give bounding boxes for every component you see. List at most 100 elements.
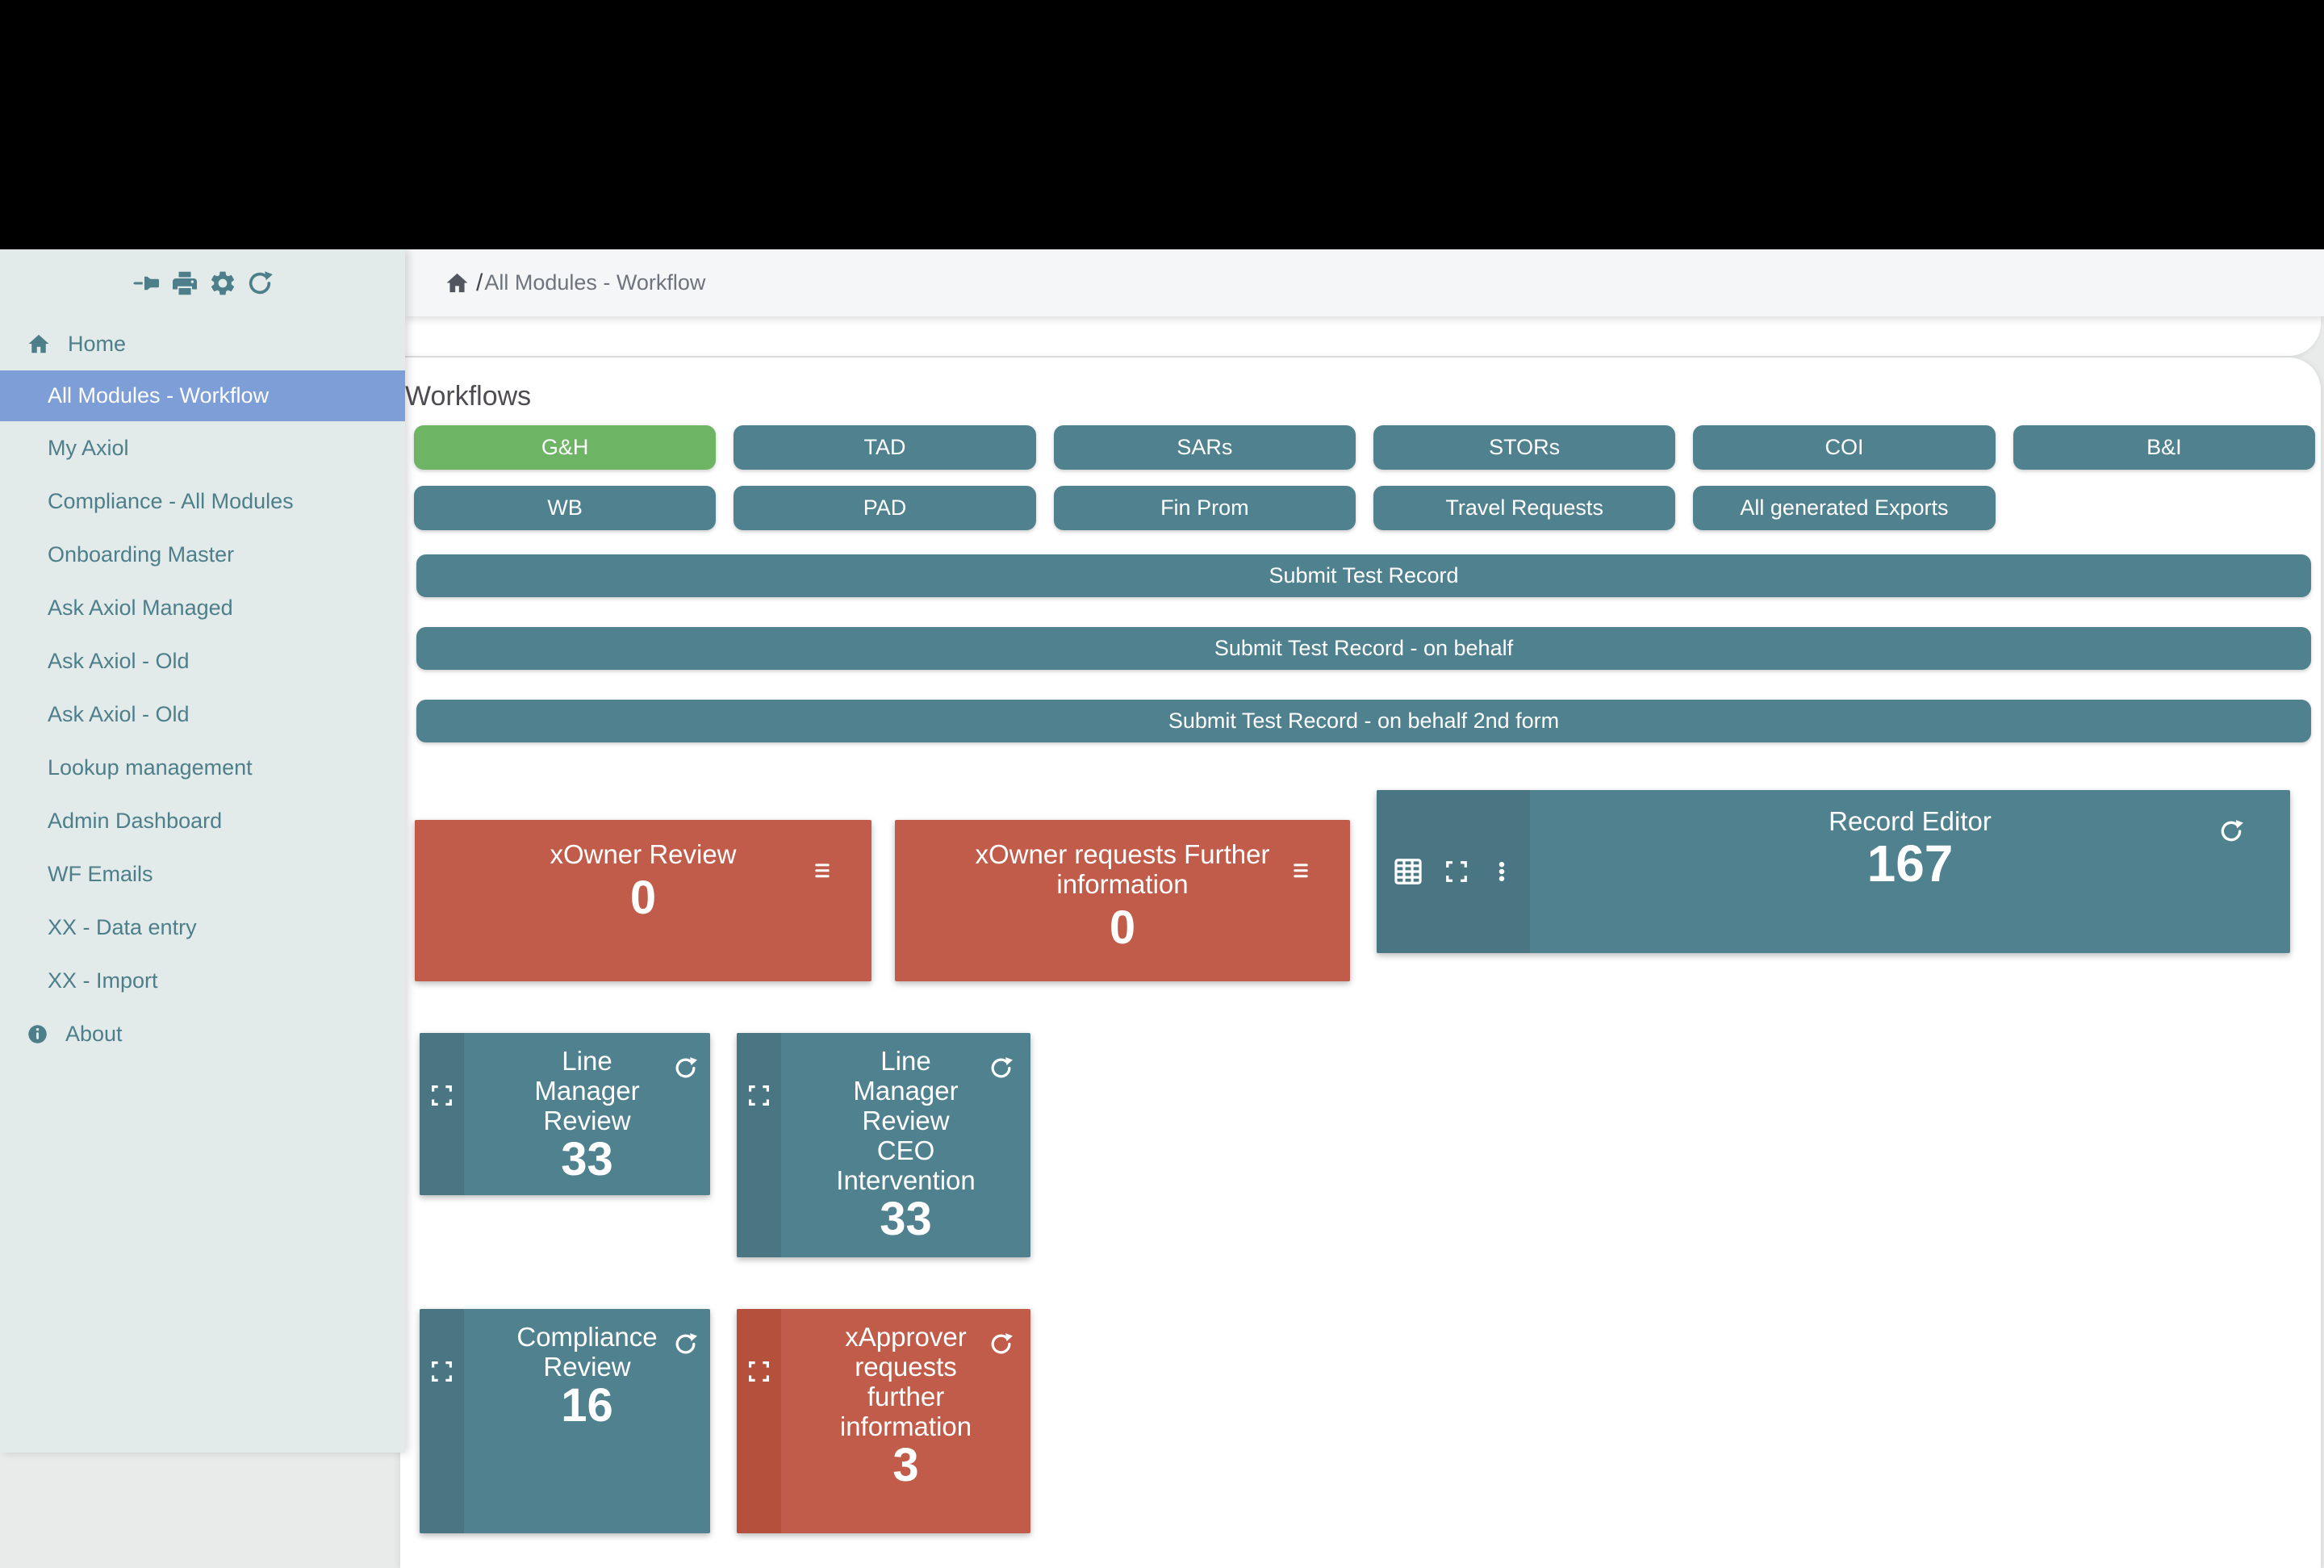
refresh-button[interactable] [246,270,274,297]
sidebar-nav: Home All Modules - Workflow My Axiol Com… [0,317,405,1060]
page-title: Workflows [405,380,532,412]
pin-icon [132,269,161,298]
tile-body: Line Manager Review CEO Intervention 33 [781,1033,1030,1257]
menu-icon[interactable] [1290,862,1311,882]
refresh-icon[interactable] [989,1332,1014,1359]
module-button-gh[interactable]: G&H [414,425,717,470]
home-icon [27,332,51,356]
tile-count: 0 [629,872,657,924]
module-button-coi[interactable]: COI [1693,425,1996,470]
tile-title: xApprover requests further information [839,1322,972,1441]
tile-compliance-review[interactable]: Compliance Review 16 [420,1309,710,1533]
module-button-fin-prom[interactable]: Fin Prom [1053,486,1356,530]
sidebar-item-ask-axiol-old-1[interactable]: Ask Axiol - Old [0,634,405,688]
tile-icon-strip [737,1309,781,1533]
tile-line-manager-review[interactable]: Line Manager Review 33 [420,1033,710,1195]
gear-icon [208,269,237,298]
tile-title: xOwner Review [550,839,737,869]
tile-xowner-review[interactable]: xOwner Review 0 [415,820,872,981]
tile-count: 33 [561,1133,613,1185]
fullscreen-icon[interactable] [1444,859,1469,884]
tile-title: xOwner requests Further information [975,839,1270,899]
submit-test-record-button[interactable]: Submit Test Record [416,554,2311,597]
tile-title: Line Manager Review [534,1046,640,1135]
settings-button[interactable] [208,269,237,298]
refresh-icon[interactable] [673,1332,698,1359]
sidebar-item-xx-import[interactable]: XX - Import [0,954,405,1007]
tile-xapprover-requests-further-information[interactable]: xApprover requests further information 3 [737,1309,1030,1533]
refresh-icon[interactable] [673,1056,698,1083]
fullscreen-icon[interactable] [430,1084,454,1107]
sidebar-item-label: All Modules - Workflow [48,383,270,408]
tile-count: 0 [1109,901,1136,954]
sidebar-item-admin-dashboard[interactable]: Admin Dashboard [0,794,405,847]
tile-body: Line Manager Review 33 [464,1033,710,1195]
module-button-bi[interactable]: B&I [2013,425,2315,470]
module-button-all-generated-exports[interactable]: All generated Exports [1693,486,1996,530]
tile-count: 16 [561,1379,613,1432]
breadcrumb-home-icon[interactable] [445,270,470,295]
fullscreen-icon[interactable] [747,1360,771,1383]
tile-icon-strip [420,1309,464,1533]
sidebar-item-label: Ask Axiol Managed [48,595,233,620]
toolbar-strip [400,316,2321,356]
sidebar-item-label: Onboarding Master [48,541,235,567]
module-button-travel-requests[interactable]: Travel Requests [1373,486,1676,530]
printer-icon [170,269,199,298]
module-button-stors[interactable]: STORs [1373,425,1676,470]
sidebar-item-xx-data-entry[interactable]: XX - Data entry [0,901,405,954]
sidebar-item-lookup-management[interactable]: Lookup management [0,741,405,794]
sidebar-item-label: About [65,1021,123,1046]
module-button-sars[interactable]: SARs [1053,425,1356,470]
tile-icon-strip [737,1033,781,1257]
refresh-icon[interactable] [989,1056,1014,1083]
submit-test-record-on-behalf-button[interactable]: Submit Test Record - on behalf [416,627,2311,670]
tile-title: Line Manager Review CEO Intervention [836,1046,976,1195]
submit-test-record-on-behalf-2nd-form-button[interactable]: Submit Test Record - on behalf 2nd form [416,700,2311,742]
sidebar-item-compliance-all-modules[interactable]: Compliance - All Modules [0,475,405,528]
sidebar: Home All Modules - Workflow My Axiol Com… [0,249,405,1453]
sidebar-item-onboarding-master[interactable]: Onboarding Master [0,528,405,581]
top-black-region [0,0,2324,249]
sidebar-item-label: Admin Dashboard [48,808,223,833]
tile-body: xApprover requests further information 3 [781,1309,1030,1533]
sidebar-item-label: Ask Axiol - Old [48,648,190,673]
main-area: Workflows G&H TAD SARs STORs COI B&I WB … [400,316,2324,1568]
refresh-icon [246,270,274,297]
tile-xowner-requests-further-information[interactable]: xOwner requests Further information 0 [895,820,1350,981]
module-button-tad[interactable]: TAD [734,425,1036,470]
tile-icon-strip [1377,790,1530,953]
sidebar-item-all-modules-workflow[interactable]: All Modules - Workflow [0,370,405,421]
sidebar-item-wf-emails[interactable]: WF Emails [0,847,405,901]
sidebar-item-about[interactable]: About [0,1007,405,1060]
sidebar-item-my-axiol[interactable]: My Axiol [0,421,405,475]
module-button-wb[interactable]: WB [414,486,717,530]
print-button[interactable] [170,269,199,298]
sidebar-item-label: XX - Import [48,968,158,993]
tile-title: Record Editor [1829,806,1992,836]
tile-record-editor[interactable]: Record Editor 167 [1377,790,2290,953]
refresh-icon[interactable] [2218,818,2244,847]
tile-icon-strip [420,1033,464,1195]
breadcrumb: / All Modules - Workflow [405,249,2324,316]
sidebar-item-ask-axiol-managed[interactable]: Ask Axiol Managed [0,581,405,634]
submit-button-stack: Submit Test Record Submit Test Record - … [416,554,2311,772]
tile-line-manager-review-ceo-intervention[interactable]: Line Manager Review CEO Intervention 33 [737,1033,1030,1257]
sidebar-item-home[interactable]: Home [0,317,405,370]
sidebar-item-ask-axiol-old-2[interactable]: Ask Axiol - Old [0,688,405,741]
sidebar-item-label: Ask Axiol - Old [48,701,190,726]
sidebar-item-label: XX - Data entry [48,914,197,939]
pin-button[interactable] [132,269,161,298]
tile-body: Compliance Review 16 [464,1309,710,1533]
module-button-pad[interactable]: PAD [734,486,1036,530]
tile-body: Record Editor 167 [1530,790,2290,953]
breadcrumb-separator: / [476,269,483,296]
fullscreen-icon[interactable] [430,1360,454,1383]
menu-icon[interactable] [812,862,833,882]
grid-view-icon[interactable] [1393,856,1423,887]
tile-count: 167 [1866,834,1954,893]
module-button-grid: G&H TAD SARs STORs COI B&I WB PAD Fin Pr… [414,425,2315,530]
fullscreen-icon[interactable] [747,1084,771,1107]
kebab-menu-icon[interactable] [1490,859,1514,884]
tile-title: Compliance Review [516,1322,658,1382]
